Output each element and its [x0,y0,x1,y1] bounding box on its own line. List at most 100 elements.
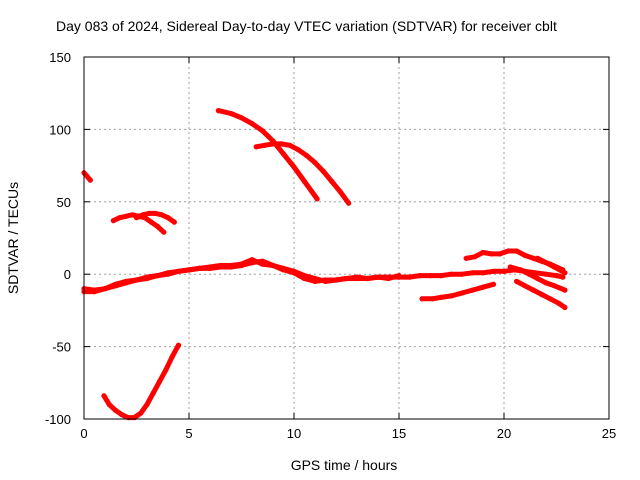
data-point [556,300,562,306]
data-point [133,277,140,283]
data-point [152,210,158,216]
data-point [501,268,507,274]
plot-frame [83,56,610,420]
x-tick-label: 0 [80,426,87,441]
data-point [270,262,276,269]
y-tick-label: -50 [52,340,71,355]
data-point [117,215,123,221]
data-point [551,264,558,270]
series-track-m [535,255,568,276]
data-point [175,268,182,274]
data-point [146,210,152,216]
data-point [469,270,476,276]
x-tick-label: 10 [287,426,301,441]
data-point [535,275,541,282]
data-point [490,268,497,274]
series-track-d [101,342,181,421]
x-tick-label: 20 [497,426,511,441]
data-point [217,262,224,269]
data-point [295,147,301,153]
data-point [354,274,360,280]
data-point [101,393,107,399]
data-point [539,291,545,298]
grid-lines [84,57,609,419]
data-point [480,270,486,276]
data-point [530,255,537,261]
data-point [278,141,284,147]
data-point [161,229,167,235]
data-point [291,164,297,170]
data-point [228,262,234,269]
data-point [333,277,339,283]
data-point [505,248,511,254]
series-track-g [215,108,320,202]
data-point [159,212,165,218]
data-point [171,219,177,225]
data-point [163,367,169,373]
data-point [526,271,532,277]
data-point [396,273,402,279]
data-point [87,177,93,183]
data-point [459,271,465,277]
data-point [329,178,335,185]
data-point [488,251,494,257]
data-point [459,290,465,296]
series-track-h [253,141,352,206]
y-tick-label: 100 [49,122,71,137]
data-point [196,265,203,271]
data-point [253,144,259,150]
data-point [522,283,528,289]
data-point [480,284,486,290]
data-point [119,412,125,418]
data-point [262,142,268,148]
axes-frame [83,56,610,420]
y-axis-label: SDTVAR / TECUs [5,182,21,294]
data-point [228,110,234,117]
data-point [385,275,392,282]
data-series [81,108,568,421]
data-point [291,270,297,276]
data-point [518,267,524,273]
data-point [165,215,171,221]
data-point [547,296,553,302]
data-point [560,274,566,280]
data-point [427,273,434,279]
data-point [110,218,116,224]
data-point [280,151,287,157]
data-point [337,189,343,195]
data-point [543,271,549,277]
data-point [169,354,175,360]
data-point [112,407,119,413]
data-point [375,274,381,280]
data-point [238,261,245,267]
data-point [522,252,528,258]
data-point [112,283,119,289]
data-point [530,287,537,293]
y-tick-label: 150 [49,50,71,65]
data-point [140,212,146,218]
data-point [406,274,413,280]
data-point [535,255,541,261]
data-point [543,280,549,286]
data-point [259,261,266,267]
data-point [314,196,320,202]
data-point [165,270,171,276]
data-point [469,287,476,293]
data-point [430,296,436,302]
data-point [154,273,161,279]
y-tick-label: 50 [57,195,71,210]
data-point [438,273,444,279]
data-point [301,275,308,282]
y-tick-label: 0 [64,267,71,282]
data-point [507,264,513,270]
data-point [133,215,140,221]
data-point [287,142,293,148]
data-point [312,278,318,284]
x-tick-label: 25 [602,426,616,441]
data-point [91,289,98,295]
data-point [562,270,568,276]
data-point [514,248,520,254]
data-point [238,115,245,121]
x-axis-label: GPS time / hours [291,457,398,473]
